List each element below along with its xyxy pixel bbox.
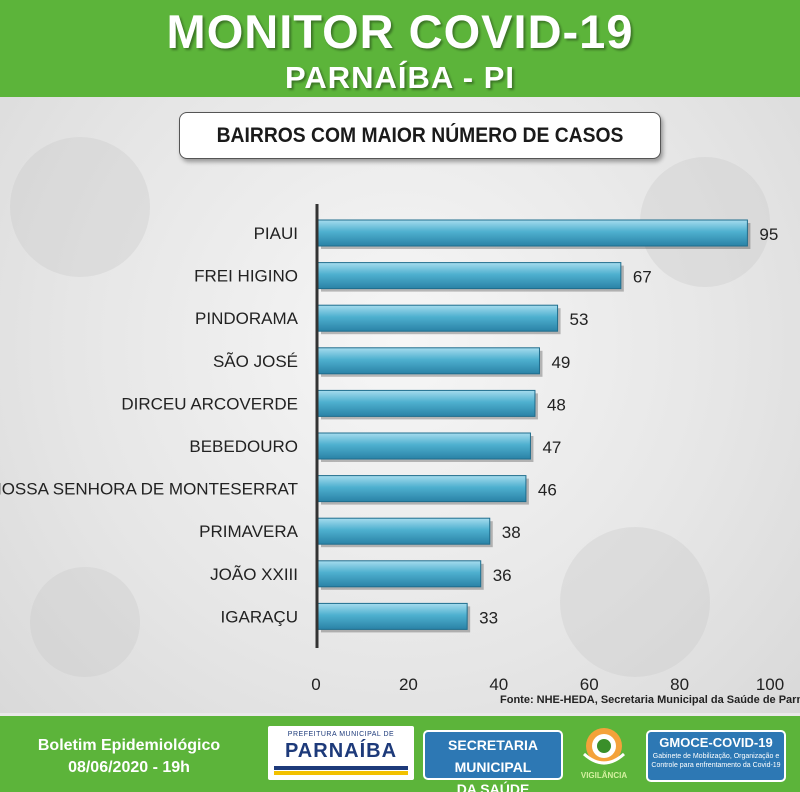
category-label: IGARAÇU	[221, 607, 298, 626]
chart-title-box: BAIRROS COM MAIOR NÚMERO DE CASOS	[179, 112, 661, 159]
bar	[317, 602, 468, 630]
prefeitura-top-text: PREFEITURA MUNICIPAL DE	[287, 731, 395, 738]
value-label: 36	[493, 566, 512, 585]
x-tick-label: 100	[756, 675, 784, 690]
page-title: MONITOR COVID-19	[166, 5, 634, 58]
flag-stripe-yellow	[274, 771, 408, 775]
boletim-date: 08/06/2020 - 19h	[68, 759, 190, 776]
header-banner: MONITOR COVID-19 PARNAÍBA - PI	[0, 0, 800, 97]
category-label: JOÃO XXIII	[210, 565, 298, 584]
prefeitura-name: PARNAÍBA	[284, 740, 398, 762]
value-label: 47	[542, 438, 561, 457]
bar	[317, 432, 531, 460]
vigilancia-logo: VIGILÂNCIA	[574, 724, 634, 786]
bar	[317, 262, 622, 290]
bar	[317, 347, 540, 375]
gmoce-title: GMOCE-COVID-19	[659, 735, 773, 750]
source-note: Fonte: NHE-HEDA, Secretaria Municipal da…	[500, 694, 800, 706]
category-label: PINDORAMA	[195, 309, 299, 328]
bar-chart: PIAUI 95 FREI HIGINO 67 PINDORAMA 53 SÃO JOSÉ 4…	[0, 204, 784, 690]
x-tick-label: 80	[670, 675, 689, 690]
bar	[317, 389, 536, 417]
x-tick-label: 40	[489, 675, 508, 690]
page-subtitle: PARNAÍBA - PI	[285, 60, 515, 95]
vigilancia-icon	[582, 728, 626, 765]
bar	[317, 219, 748, 247]
gmoce-subtitle: Gabinete de Mobilização, Organização e C…	[651, 753, 781, 769]
value-label: 33	[479, 608, 498, 627]
value-label: 46	[538, 481, 557, 500]
value-label: 38	[502, 523, 521, 542]
secretaria-line1: SECRETARIA MUNICIPAL	[448, 737, 538, 775]
category-label: PIAUI	[254, 224, 298, 243]
virus-watermark	[560, 527, 710, 677]
bar	[317, 560, 482, 588]
gmoce-badge: GMOCE-COVID-19 Gabinete de Mobilização, …	[646, 730, 786, 782]
category-label: DIRCEU ARCOVERDE	[121, 394, 298, 413]
bars-group: PIAUI 95 FREI HIGINO 67 PINDORAMA 53 SÃO JOSÉ 4…	[0, 219, 778, 633]
bar	[317, 475, 527, 503]
bar	[317, 517, 491, 545]
category-label: PRIMAVERA	[199, 522, 299, 541]
x-tick-label: 60	[580, 675, 599, 690]
category-label: SÃO JOSÉ	[213, 352, 298, 371]
value-label: 67	[633, 268, 652, 287]
virus-watermark	[30, 567, 140, 677]
chart-title: BAIRROS COM MAIOR NÚMERO DE CASOS	[216, 124, 624, 147]
value-label: 95	[759, 225, 778, 244]
virus-watermark	[10, 137, 150, 277]
x-axis: 0 20 40 60 80 100	[311, 204, 784, 690]
flag-stripe-blue	[274, 766, 408, 770]
category-label: BEBEDOURO	[189, 437, 298, 456]
bar	[317, 304, 559, 332]
value-label: 48	[547, 395, 566, 414]
secretaria-badge: SECRETARIA MUNICIPAL DA SAÚDE	[423, 730, 563, 792]
vigilancia-text: VIGILÂNCIA	[580, 771, 628, 780]
boletim-info: Boletim Epidemiológico 08/06/2020 - 19h	[18, 735, 240, 779]
category-label: FREI HIGINO	[194, 267, 298, 286]
secretaria-line2: DA SAÚDE	[456, 781, 530, 792]
boletim-label: Boletim Epidemiológico	[37, 737, 221, 754]
value-label: 49	[551, 353, 570, 372]
x-tick-label: 0	[311, 675, 320, 690]
prefeitura-logo: PREFEITURA MUNICIPAL DE PARNAÍBA	[268, 726, 414, 780]
value-label: 53	[570, 310, 589, 329]
x-tick-label: 20	[399, 675, 418, 690]
category-label: NOSSA SENHORA DE MONTESERRAT	[0, 480, 298, 499]
